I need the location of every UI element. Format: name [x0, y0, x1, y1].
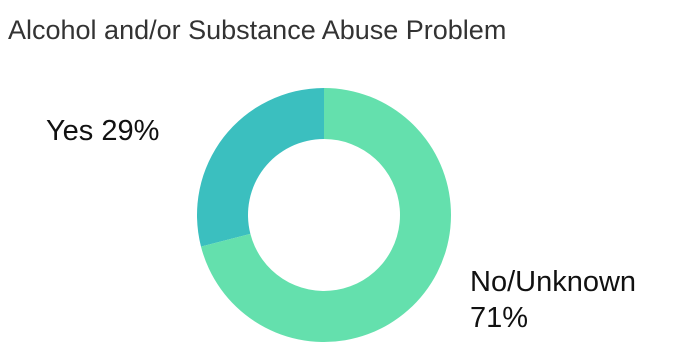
slice-labels: Yes 29% No/Unknown 71%: [46, 115, 636, 334]
slice-label-no-unknown: No/Unknown 71%: [470, 266, 636, 334]
chart-title: Alcohol and/or Substance Abuse Problem: [8, 15, 506, 45]
donut-slices: [197, 88, 451, 342]
slice-yes: [197, 88, 324, 247]
slice-no-unknown: [200, 88, 451, 342]
slice-label-yes: Yes 29%: [46, 115, 159, 147]
